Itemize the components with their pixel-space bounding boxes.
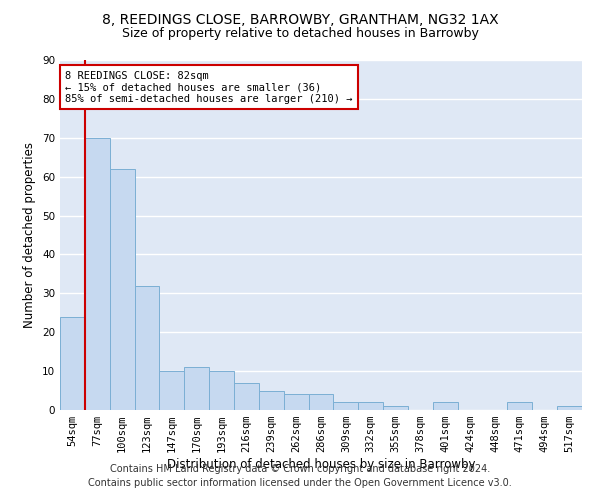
- X-axis label: Distribution of detached houses by size in Barrowby: Distribution of detached houses by size …: [167, 458, 475, 471]
- Text: 8, REEDINGS CLOSE, BARROWBY, GRANTHAM, NG32 1AX: 8, REEDINGS CLOSE, BARROWBY, GRANTHAM, N…: [101, 12, 499, 26]
- Bar: [508, 402, 532, 410]
- Bar: [383, 406, 408, 410]
- Bar: [358, 402, 383, 410]
- Text: Size of property relative to detached houses in Barrowby: Size of property relative to detached ho…: [122, 28, 478, 40]
- Bar: [110, 169, 134, 410]
- Bar: [85, 138, 110, 410]
- Bar: [557, 406, 582, 410]
- Text: 8 REEDINGS CLOSE: 82sqm
← 15% of detached houses are smaller (36)
85% of semi-de: 8 REEDINGS CLOSE: 82sqm ← 15% of detache…: [65, 70, 353, 104]
- Bar: [60, 316, 85, 410]
- Text: Contains HM Land Registry data © Crown copyright and database right 2024.
Contai: Contains HM Land Registry data © Crown c…: [88, 464, 512, 487]
- Y-axis label: Number of detached properties: Number of detached properties: [23, 142, 37, 328]
- Bar: [334, 402, 358, 410]
- Bar: [184, 367, 209, 410]
- Bar: [160, 371, 184, 410]
- Bar: [284, 394, 308, 410]
- Bar: [234, 383, 259, 410]
- Bar: [259, 390, 284, 410]
- Bar: [209, 371, 234, 410]
- Bar: [134, 286, 160, 410]
- Bar: [433, 402, 458, 410]
- Bar: [308, 394, 334, 410]
